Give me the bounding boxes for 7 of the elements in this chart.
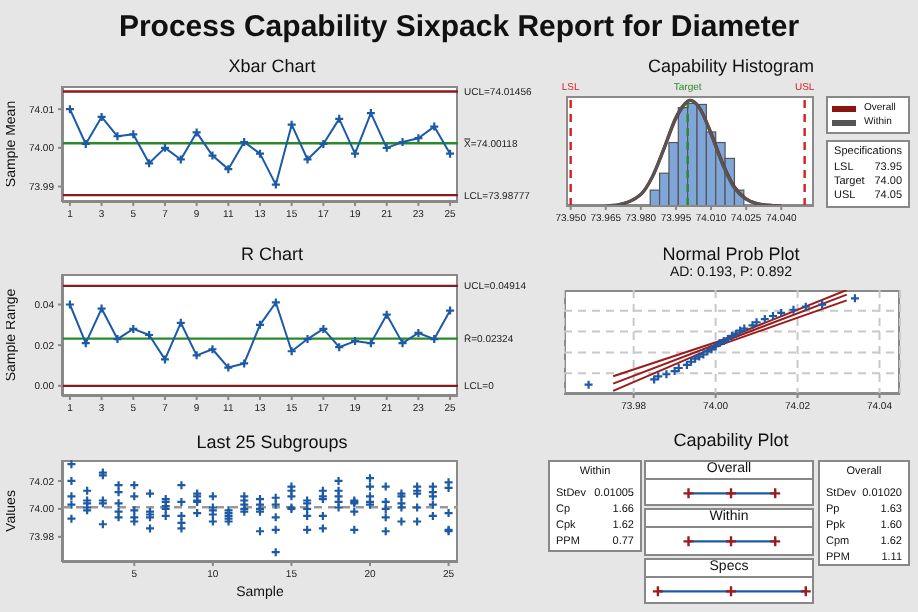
chart-title: Xbar Chart xyxy=(226,55,318,77)
chart-title: Capability Histogram xyxy=(645,55,817,77)
text: Capability Plot xyxy=(671,429,791,451)
chart-title: Last 25 Subgroups xyxy=(194,431,350,453)
chart-title: R Chart xyxy=(238,243,305,265)
text: Process Capability Sixpack Report for Diameter xyxy=(116,10,802,46)
chart-title: Normal Prob Plot xyxy=(660,243,802,265)
